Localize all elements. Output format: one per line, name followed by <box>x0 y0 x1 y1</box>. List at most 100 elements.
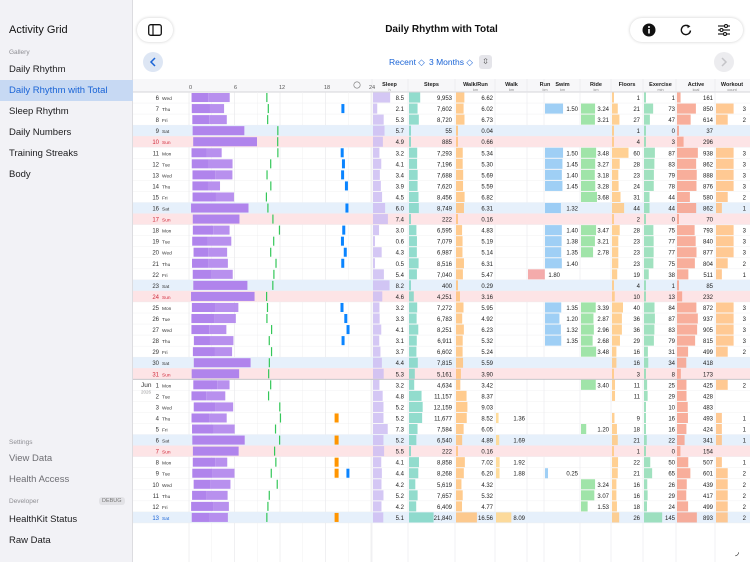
cell-bar-swim <box>545 247 562 258</box>
cell-value-exercise: 75 <box>668 262 675 268</box>
cell-bar-sleep <box>373 379 380 390</box>
cell-bar-exercise <box>644 479 648 490</box>
cell-bar-steps <box>409 490 418 501</box>
hour-tick-label: 18 <box>324 85 330 91</box>
sidebar-item-healthkit-status[interactable]: HealthKit Status <box>9 514 78 525</box>
cell-value-exercise: 77 <box>668 240 675 246</box>
swim-mark <box>341 258 345 268</box>
months-picker[interactable]: 3 Months ◇ <box>429 57 473 67</box>
cell-bar-walkrun <box>456 258 464 269</box>
cell-value-ride: 3.07 <box>597 494 609 500</box>
cell-value-active: 417 <box>703 494 714 500</box>
cell-value-exercise: 78 <box>668 184 675 190</box>
cell-bar-active <box>677 280 679 291</box>
cell-bar-workout <box>716 335 734 346</box>
sidebar-item-daily-numbers[interactable]: Daily Numbers <box>9 127 72 138</box>
cell-bar-sleep <box>373 225 380 236</box>
weekday-label: Wed <box>162 96 172 102</box>
cell-bar-walkrun <box>456 412 467 423</box>
cell-bar-workout <box>716 490 728 501</box>
next-period-button[interactable] <box>714 52 734 72</box>
cell-bar-walkrun <box>456 203 464 214</box>
cell-value-floors: 4 <box>637 140 641 146</box>
cell-value-sleep: 3.2 <box>396 151 405 157</box>
cell-value-steps: 8,858 <box>437 461 453 467</box>
swim-mark <box>346 325 350 335</box>
activity-bar <box>192 435 245 445</box>
sidebar-item-health-access[interactable]: Health Access <box>9 474 70 485</box>
day-number: 19 <box>152 240 159 246</box>
sidebar-toggle-button[interactable] <box>137 18 173 42</box>
sidebar-item-sleep-rhythm[interactable]: Sleep Rhythm <box>9 106 69 117</box>
cell-bar-swim <box>545 236 562 247</box>
cell-bar-floors <box>612 379 616 390</box>
column-header-ride: Ride <box>590 82 602 88</box>
info-icon[interactable] <box>642 23 656 37</box>
activity-bar <box>191 314 215 324</box>
jump-today-button[interactable]: ⇳ <box>479 55 492 69</box>
previous-period-button[interactable] <box>143 52 163 72</box>
cell-value-floors: 1 <box>637 129 641 135</box>
range-picker[interactable]: Recent ◇ <box>389 57 425 67</box>
resize-handle-icon[interactable]: ◞ <box>735 547 739 558</box>
cell-value-sleep: 4.2 <box>396 505 405 511</box>
sidebar-item-training-streaks[interactable]: Training Streaks <box>9 148 78 159</box>
walk-mark <box>273 236 275 246</box>
cell-bar-swim <box>545 335 562 346</box>
refresh-icon[interactable] <box>679 23 693 37</box>
cell-value-floors: 18 <box>633 505 640 511</box>
activity-bar <box>217 380 230 390</box>
cell-value-walkrun: 5.69 <box>481 173 493 179</box>
cell-bar-walkrun <box>456 313 463 324</box>
cell-value-workout: 2 <box>743 516 747 522</box>
cell-value-steps: 400 <box>442 284 453 290</box>
cell-value-active: 937 <box>703 317 714 323</box>
cell-bar-sleep <box>373 236 375 247</box>
cell-bar-walkrun <box>456 324 464 335</box>
cell-bar-run <box>528 269 545 280</box>
cell-value-exercise: 44 <box>668 195 675 201</box>
sliders-icon[interactable] <box>717 23 731 37</box>
cell-bar-exercise <box>644 236 654 247</box>
cell-bar-floors <box>612 236 619 247</box>
cell-bar-active <box>677 446 681 457</box>
cell-bar-exercise <box>644 92 646 103</box>
cell-bar-steps <box>409 390 422 401</box>
cell-bar-swim <box>545 324 561 335</box>
day-number: 15 <box>152 195 159 201</box>
activity-bar <box>213 501 229 511</box>
row-background <box>133 290 750 302</box>
cell-value-swim: 1.38 <box>566 240 578 246</box>
sidebar-item-raw-data[interactable]: Raw Data <box>9 535 51 546</box>
weekday-label: Fri <box>162 505 168 511</box>
cell-bar-active <box>677 479 687 490</box>
cell-bar-walkrun <box>456 92 465 103</box>
cell-value-swim: 1.50 <box>566 151 578 157</box>
cell-bar-steps <box>409 114 419 125</box>
activity-bar <box>215 170 233 180</box>
cell-bar-sleep <box>373 302 380 313</box>
sidebar-item-view-data[interactable]: View Data <box>9 453 53 464</box>
debug-badge: DEBUG <box>99 497 125 505</box>
cell-bar-sleep <box>373 114 384 125</box>
sidebar-title: Activity Grid <box>9 24 68 36</box>
cell-bar-exercise <box>644 357 649 368</box>
cell-value-active: 507 <box>703 461 714 467</box>
cell-bar-exercise <box>644 125 646 136</box>
sidebar-item-body[interactable]: Body <box>9 169 31 180</box>
cell-bar-steps <box>409 401 423 412</box>
column-unit-active: kcal <box>693 88 700 92</box>
cell-bar-active <box>677 147 698 158</box>
cell-bar-steps <box>409 269 417 280</box>
cell-value-walkrun: 4.83 <box>481 229 493 235</box>
cell-value-ride: 3.24 <box>597 107 609 113</box>
cell-value-sleep: 3.1 <box>396 339 405 345</box>
cell-bar-floors <box>612 291 615 302</box>
activity-bar <box>192 181 208 191</box>
sidebar-item-daily-rhythm[interactable]: Daily Rhythm <box>9 64 66 75</box>
cell-value-steps: 7,040 <box>437 273 453 279</box>
day-number: 11 <box>153 494 160 500</box>
sidebar-item-daily-rhythm-with-total[interactable]: Daily Rhythm with Total <box>0 80 133 101</box>
weekday-label: Thu <box>162 184 171 190</box>
day-number: 7 <box>156 107 160 113</box>
